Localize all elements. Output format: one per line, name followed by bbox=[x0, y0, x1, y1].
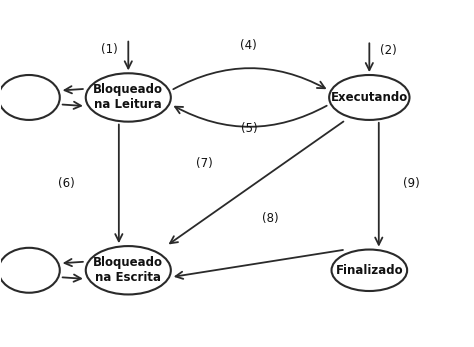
Text: (1): (1) bbox=[101, 43, 118, 56]
Ellipse shape bbox=[86, 73, 171, 122]
Text: (8): (8) bbox=[262, 212, 278, 225]
Text: Bloqueado
na Escrita: Bloqueado na Escrita bbox=[93, 256, 164, 284]
Ellipse shape bbox=[86, 246, 171, 295]
Ellipse shape bbox=[329, 75, 410, 120]
Text: (4): (4) bbox=[240, 39, 257, 52]
Text: (7): (7) bbox=[196, 156, 212, 170]
Text: (5): (5) bbox=[240, 122, 257, 135]
Text: (2): (2) bbox=[380, 44, 397, 57]
Text: (9): (9) bbox=[403, 177, 420, 191]
Text: Executando: Executando bbox=[331, 91, 408, 104]
Text: Finalizado: Finalizado bbox=[336, 264, 403, 277]
Ellipse shape bbox=[331, 249, 407, 291]
Text: (6): (6) bbox=[58, 177, 75, 191]
Text: Bloqueado
na Leitura: Bloqueado na Leitura bbox=[93, 84, 164, 111]
